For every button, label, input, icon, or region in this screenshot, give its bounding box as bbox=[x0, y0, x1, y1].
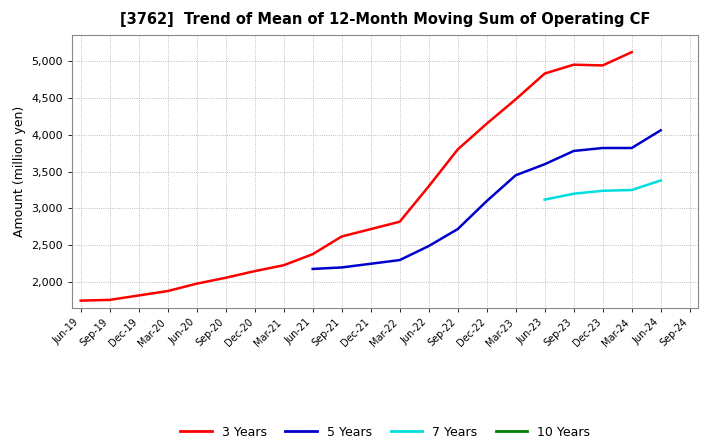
Y-axis label: Amount (million yen): Amount (million yen) bbox=[13, 106, 26, 237]
Title: [3762]  Trend of Mean of 12-Month Moving Sum of Operating CF: [3762] Trend of Mean of 12-Month Moving … bbox=[120, 12, 650, 27]
Legend: 3 Years, 5 Years, 7 Years, 10 Years: 3 Years, 5 Years, 7 Years, 10 Years bbox=[176, 421, 595, 440]
